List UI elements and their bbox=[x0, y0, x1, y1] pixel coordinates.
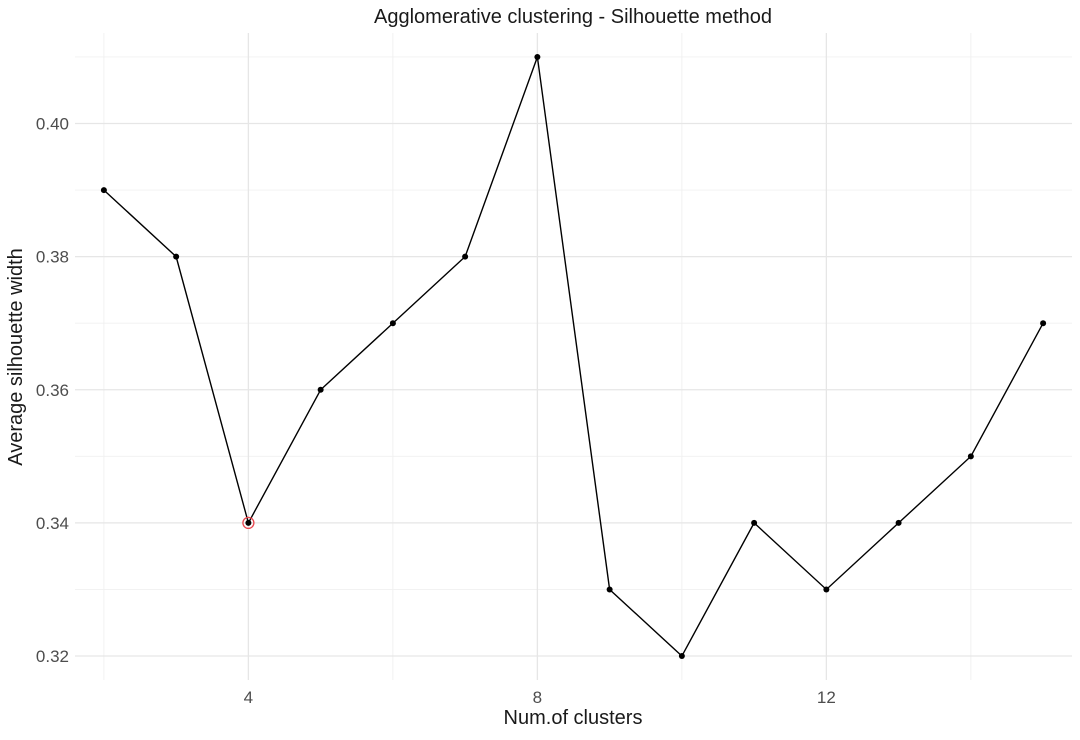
data-point bbox=[751, 519, 758, 526]
series-line bbox=[103, 56, 1044, 658]
data-point bbox=[389, 320, 396, 327]
data-point bbox=[823, 586, 830, 593]
data-point bbox=[245, 519, 252, 526]
chart-title: Agglomerative clustering - Silhouette me… bbox=[374, 6, 772, 28]
highlight-marker bbox=[242, 516, 255, 530]
data-point bbox=[967, 453, 974, 460]
data-point bbox=[895, 519, 902, 526]
y-axis-title: Average silhouette width bbox=[5, 248, 27, 466]
x-axis-title: Num.of clusters bbox=[504, 707, 643, 729]
data-point bbox=[678, 653, 685, 660]
y-tick-label: 0.34 bbox=[36, 514, 69, 533]
y-tick-label: 0.40 bbox=[36, 115, 69, 134]
data-point bbox=[606, 586, 613, 593]
y-tick-label: 0.32 bbox=[36, 647, 69, 666]
x-tick-label: 4 bbox=[244, 688, 253, 707]
tick-labels: 4 8 12 0.32 0.34 0.36 0.38 0.40 bbox=[36, 115, 836, 707]
data-point bbox=[1040, 320, 1047, 327]
x-tick-label: 8 bbox=[533, 688, 542, 707]
data-point bbox=[317, 386, 324, 393]
grid bbox=[75, 33, 1072, 680]
data-point bbox=[462, 253, 469, 260]
x-tick-label: 12 bbox=[817, 688, 836, 707]
data-point bbox=[534, 53, 541, 60]
y-tick-label: 0.36 bbox=[36, 381, 69, 400]
data-point bbox=[100, 187, 107, 194]
series-layer bbox=[100, 53, 1047, 660]
data-point bbox=[173, 253, 180, 260]
y-tick-label: 0.38 bbox=[36, 248, 69, 267]
